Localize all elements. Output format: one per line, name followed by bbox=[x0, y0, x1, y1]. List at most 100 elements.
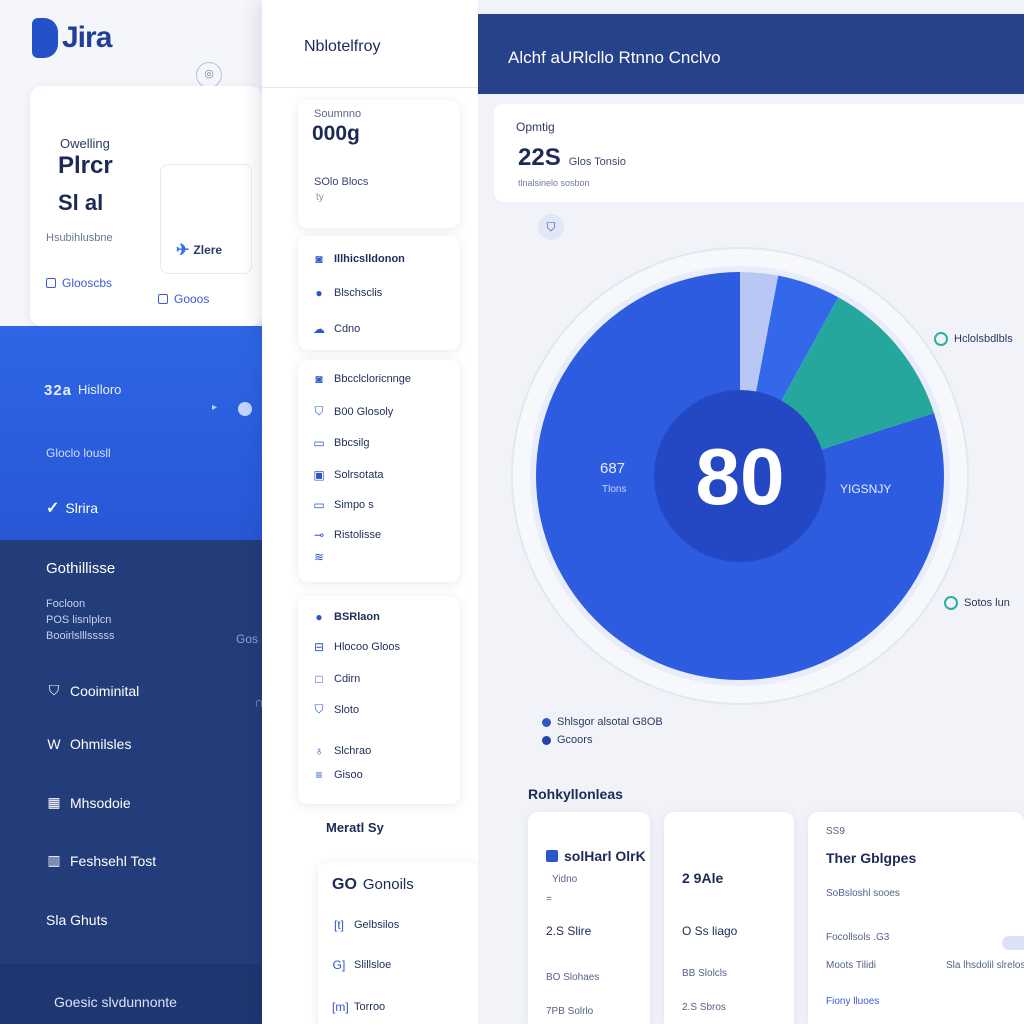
profile-settings-icon[interactable]: ◎ bbox=[196, 62, 222, 88]
bottom-card-1-title: solHarl OlrK bbox=[546, 848, 646, 864]
menu-item-code: [m] bbox=[332, 1000, 349, 1014]
menu-item-label: Torroo bbox=[354, 1001, 386, 1013]
menu-item-label: Slchrao bbox=[334, 745, 372, 757]
menu-item[interactable]: ♁ Slchrao bbox=[312, 744, 372, 758]
menu-item[interactable]: ▭ Simpo s bbox=[312, 498, 374, 512]
app-logo-text: Jira bbox=[62, 21, 112, 54]
user-icon: ♁ bbox=[314, 744, 324, 758]
bottom-card-2-line: 2.S Sbros bbox=[682, 1002, 726, 1013]
sidebar-item-check[interactable]: ✓ Slrira bbox=[46, 498, 98, 518]
profile-card-link-2[interactable]: Gooos bbox=[158, 292, 209, 306]
chart-right-annotation: YIGSNJY bbox=[840, 482, 891, 496]
bird-icon: ✈ bbox=[176, 242, 190, 259]
square-icon bbox=[546, 850, 558, 862]
menu-item[interactable]: ◙ Bbcclcloricnnge bbox=[312, 372, 411, 386]
square-icon: □ bbox=[315, 672, 323, 686]
menu-item-label: B00 Glosoly bbox=[334, 405, 394, 418]
chart-center-value: 80 bbox=[696, 432, 785, 521]
menu-card-3: ● BSRlaon ⊟ Hlocoo Gloos □ Cdirn ⛉ Sloto ♁ Sl… bbox=[298, 596, 460, 804]
menu-item[interactable]: ▭ Bbcsilg bbox=[312, 436, 369, 450]
menu-item[interactable]: ● Blschsclis bbox=[312, 286, 382, 300]
middle-panel-subtitle: Meratl Sy bbox=[326, 820, 384, 835]
sidebar-item-check-label: Slrira bbox=[65, 500, 99, 516]
menu-item-label: Cdirn bbox=[334, 673, 361, 685]
link-icon[interactable]: ∩ bbox=[254, 694, 265, 710]
menu-item[interactable]: ▣ Solrsotata bbox=[312, 468, 383, 482]
main-area: Alchf aURlcllo Rtnno Cnclvo Opmtig 22S G… bbox=[478, 0, 1024, 1024]
sidebar: Jira ◎ Owelling Plrcr Sl al Hsubihlusbne… bbox=[0, 0, 270, 1024]
menu-item-label: Blschsclis bbox=[334, 287, 383, 299]
sidebar-nav-item-4[interactable]: ▥ Feshsehl Tost bbox=[46, 852, 156, 869]
menu-item[interactable]: ⊟ Hlocoo Gloos bbox=[312, 640, 400, 654]
profile-card-link-1[interactable]: Glooscbs bbox=[46, 276, 112, 290]
sidebar-section-line-2: POS lisnlplcn bbox=[46, 614, 112, 626]
app-logo[interactable]: Jira bbox=[32, 18, 112, 58]
sidebar-item-active[interactable]: 32a Hislloro bbox=[44, 382, 121, 399]
bottom-card-3-head: SS9 bbox=[826, 826, 845, 837]
middle-panel-title: Nblotelfroy bbox=[304, 38, 381, 55]
menu-item-label: BSRlaon bbox=[334, 611, 380, 623]
chart-left-annotation-value: 687 bbox=[600, 460, 625, 477]
menu-card-2: ◙ Bbcclcloricnnge ⛉ B00 Glosoly ▭ Bbcsilg ▣… bbox=[298, 360, 460, 582]
tag-circle-icon bbox=[944, 596, 958, 610]
menu-item[interactable]: ⊸ Ristolisse bbox=[312, 528, 381, 542]
bottom-card-3-line: Focollsols .G3 bbox=[826, 932, 890, 943]
chart-tag-2[interactable]: Sotos lun bbox=[944, 596, 1010, 610]
menu-item[interactable]: □ Cdirn bbox=[312, 672, 360, 686]
bottom-card-1-line: = bbox=[546, 894, 552, 905]
menu-item[interactable]: ◙ Illhicslldonon bbox=[312, 252, 405, 266]
menu-item-label: Bbcsilg bbox=[334, 437, 370, 449]
chart-tag-2-label: Sotos lun bbox=[964, 597, 1010, 609]
sidebar-item-label: Hislloro bbox=[78, 382, 122, 397]
chevron-icon[interactable]: ▸ bbox=[212, 402, 218, 413]
summary-card-value: 000g bbox=[312, 122, 360, 145]
menu-item[interactable]: ≡ Gisoo bbox=[312, 768, 362, 782]
sidebar-nav-item-2[interactable]: W Ohmilsles bbox=[46, 736, 131, 752]
sidebar-item-secondary[interactable]: Gloclo lousll bbox=[46, 446, 111, 460]
window-icon: ▭ bbox=[313, 498, 325, 512]
menu-item[interactable]: [t] Gelbsilos bbox=[332, 918, 399, 932]
user-icon: ● bbox=[315, 286, 323, 300]
menu-item-label: Gelbsilos bbox=[354, 919, 400, 931]
main-header: Alchf aURlcllo Rtnno Cnclvo bbox=[478, 14, 1024, 94]
menu-item[interactable]: ● BSRlaon bbox=[312, 610, 380, 624]
menu-item[interactable]: ☁ Cdno bbox=[312, 322, 360, 336]
sidebar-nav-section: Gothillisse Focloon POS lisnlplcn Booirl… bbox=[0, 540, 270, 1024]
sidebar-footer[interactable]: Goesic slvdunnonte bbox=[0, 964, 270, 1024]
menu-item-label: Simpo s bbox=[334, 499, 374, 511]
bottom-card-2[interactable]: 2 9Ale O Ss liago BB Slolcls 2.S Sbros bbox=[664, 812, 794, 1024]
sidebar-footer-label: Goesic slvdunnonte bbox=[54, 994, 177, 1010]
bottom-card-3[interactable]: SS9 Ther Gblgpes SoBsloshl sooes Focolls… bbox=[808, 812, 1024, 1024]
menu-item-label: Illhicslldonon bbox=[334, 253, 405, 265]
menu-card-4-head-code: GO bbox=[332, 876, 357, 893]
middle-panel-header: Nblotelfroy bbox=[262, 0, 478, 88]
sidebar-nav-item-1[interactable]: ⛉ Cooiminital bbox=[46, 682, 140, 699]
bottom-card-3-line: SoBsloshl sooes bbox=[826, 888, 900, 899]
sidebar-nav-item-3[interactable]: ▦ Mhsodoie bbox=[46, 794, 130, 811]
chart-tag-1[interactable]: Hclolsbdlbls bbox=[934, 332, 1013, 346]
menu-item[interactable]: ≋ bbox=[312, 550, 334, 564]
menu-item[interactable]: ⛉ B00 Glosoly bbox=[312, 404, 393, 419]
menu-item[interactable]: G] Slillsloe bbox=[332, 958, 392, 972]
sidebar-nav-item-5[interactable]: Sla Ghuts bbox=[46, 912, 107, 928]
shield-icon[interactable]: ⛉ bbox=[538, 214, 564, 240]
sidebar-nav-label: Cooiminital bbox=[70, 682, 140, 699]
chart-panel: ⛉ 80 687 Tlons YIGSNJY Hclolsbdlbls Sotos l… bbox=[494, 190, 1024, 765]
circle-icon: ● bbox=[315, 610, 323, 624]
summary-card-label: Soumnno bbox=[314, 108, 362, 120]
shield-icon: ⛉ bbox=[314, 702, 324, 716]
bottom-card-1[interactable]: solHarl OlrK Yidno = 2.S Slire BO Slohae… bbox=[528, 812, 650, 1024]
sidebar-section-title: Gothillisse bbox=[46, 560, 116, 577]
menu-item[interactable]: [m] Torroo bbox=[332, 1000, 385, 1014]
toggle-switch[interactable] bbox=[1002, 936, 1024, 950]
sidebar-nav-label: Feshsehl Tost bbox=[70, 852, 157, 869]
menu-card-4-head[interactable]: GO Gonoils bbox=[332, 876, 414, 894]
summary-card[interactable]: Soumnno 000g SOlo Blocs ty bbox=[298, 100, 460, 228]
legend-item-1-label: Shlsgor alsotal G8OB bbox=[557, 716, 663, 728]
main-header-title: Alchf aURlcllo Rtnno Cnclvo bbox=[508, 48, 721, 67]
toggle-dot-icon[interactable] bbox=[238, 402, 252, 416]
menu-item[interactable]: ⛉ Sloto bbox=[312, 702, 359, 717]
profile-card-inner-box bbox=[160, 164, 252, 274]
tag-circle-icon bbox=[934, 332, 948, 346]
menu-item-code: [t] bbox=[333, 918, 344, 932]
